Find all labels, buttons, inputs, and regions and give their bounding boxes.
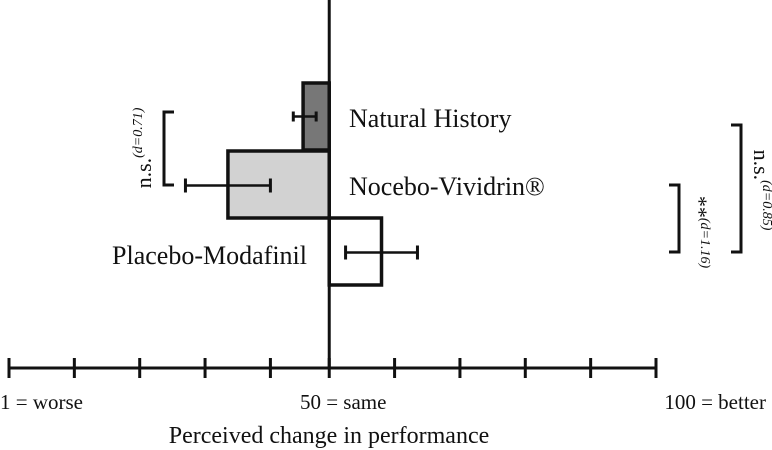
category-label: Placebo-Modafinil <box>112 241 307 270</box>
error-bar <box>183 178 272 193</box>
x-tick-label: 50 = same <box>300 390 387 414</box>
error-bar <box>291 111 318 122</box>
x-tick-label: 100 = better <box>664 390 766 414</box>
category-label: Natural History <box>349 104 511 133</box>
svg-text:n.s.(d=0.71): n.s.(d=0.71) <box>131 107 156 188</box>
significance-label: n.s.(d=0.85) <box>749 150 772 231</box>
x-tick-label: 1 = worse <box>0 390 83 414</box>
svg-text:n.s.(d=0.85): n.s.(d=0.85) <box>749 150 772 231</box>
error-bar <box>344 245 419 260</box>
x-axis-title: Perceived change in performance <box>169 423 490 449</box>
significance-label: **(d=1.16) <box>687 196 712 269</box>
category-label: Nocebo-Vividrin® <box>349 172 545 201</box>
significance-annotations: n.s.(d=0.71) **(d=1.16) n.s.(d=0.85) <box>131 107 772 268</box>
significance-label: n.s.(d=0.71) <box>131 107 156 188</box>
x-axis-ticks <box>7 358 658 378</box>
significance-bracket <box>731 123 743 254</box>
bars-layer <box>183 81 419 287</box>
significance-bracket <box>162 110 174 187</box>
significance-bracket <box>669 183 681 254</box>
svg-text:**(d=1.16): **(d=1.16) <box>687 196 712 269</box>
x-tick-labels: 1 = worse 50 = same 100 = better <box>0 390 766 414</box>
category-labels: Natural History Nocebo-Vividrin® Placebo-M… <box>112 104 545 270</box>
